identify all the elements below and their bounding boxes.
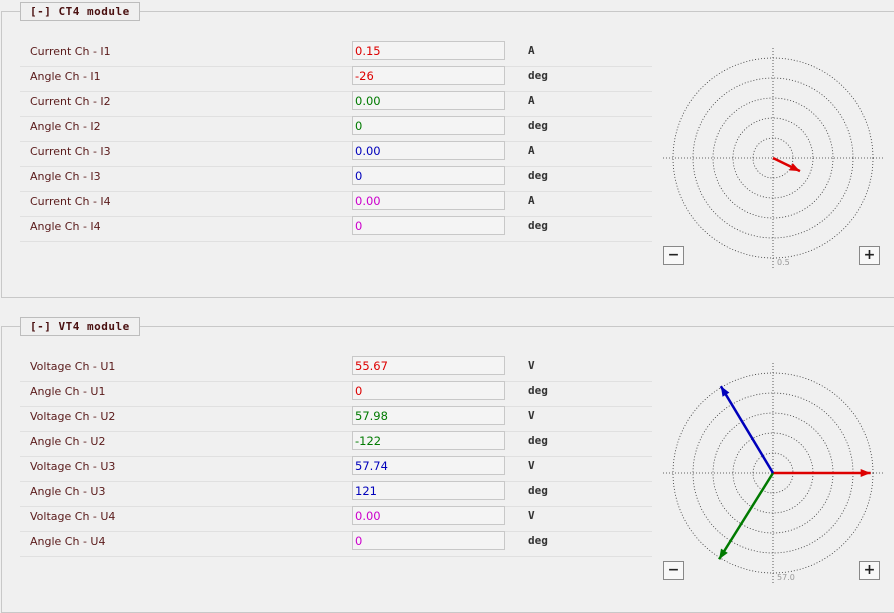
field-unit: V bbox=[528, 359, 535, 372]
field-value: -26 bbox=[352, 66, 505, 85]
module-panel bbox=[1, 11, 894, 298]
field-value: 0 bbox=[352, 116, 505, 135]
field-label: Current Ch - I1 bbox=[30, 45, 111, 58]
field-value: 0.00 bbox=[352, 191, 505, 210]
field-value: 0 bbox=[352, 381, 505, 400]
field-value: -122 bbox=[352, 431, 505, 450]
zoom-out-button[interactable]: − bbox=[663, 561, 684, 580]
field-unit: deg bbox=[528, 384, 548, 397]
phasor-plot bbox=[663, 48, 883, 268]
field-label: Voltage Ch - U1 bbox=[30, 360, 116, 373]
phasor-head bbox=[789, 163, 800, 172]
field-row: Angle Ch - U4 0 deg bbox=[20, 531, 652, 557]
field-row: Voltage Ch - U1 55.67 V bbox=[20, 356, 652, 382]
field-value: 55.67 bbox=[352, 356, 505, 375]
field-label: Current Ch - I3 bbox=[30, 145, 111, 158]
field-unit: A bbox=[528, 94, 535, 107]
field-row: Voltage Ch - U3 57.74 V bbox=[20, 456, 652, 482]
field-row: Current Ch - I3 0.00 A bbox=[20, 141, 652, 167]
field-row: Voltage Ch - U4 0.00 V bbox=[20, 506, 652, 532]
field-label: Angle Ch - U3 bbox=[30, 485, 106, 498]
field-label: Angle Ch - U1 bbox=[30, 385, 106, 398]
phasor-head bbox=[860, 469, 871, 477]
field-value: 0.00 bbox=[352, 506, 505, 525]
field-value: 0.15 bbox=[352, 41, 505, 60]
field-unit: deg bbox=[528, 169, 548, 182]
field-label: Angle Ch - I2 bbox=[30, 120, 101, 133]
field-unit: deg bbox=[528, 434, 548, 447]
field-row: Angle Ch - I4 0 deg bbox=[20, 216, 652, 242]
phasor-head bbox=[720, 386, 730, 397]
field-value: 57.74 bbox=[352, 456, 505, 475]
scale-label: 0.5 bbox=[777, 258, 790, 267]
field-unit: V bbox=[528, 459, 535, 472]
field-value: 0.00 bbox=[352, 141, 505, 160]
field-label: Angle Ch - U2 bbox=[30, 435, 106, 448]
field-unit: V bbox=[528, 409, 535, 422]
field-row: Angle Ch - I3 0 deg bbox=[20, 166, 652, 192]
field-row: Voltage Ch - U2 57.98 V bbox=[20, 406, 652, 432]
scale-label: 57.0 bbox=[777, 573, 795, 582]
field-label: Angle Ch - U4 bbox=[30, 535, 106, 548]
field-row: Angle Ch - I1 -26 deg bbox=[20, 66, 652, 92]
field-value: 57.98 bbox=[352, 406, 505, 425]
zoom-out-button[interactable]: − bbox=[663, 246, 684, 265]
field-label: Angle Ch - I1 bbox=[30, 70, 101, 83]
field-label: Angle Ch - I4 bbox=[30, 220, 101, 233]
field-unit: deg bbox=[528, 534, 548, 547]
field-unit: A bbox=[528, 44, 535, 57]
field-row: Angle Ch - U3 121 deg bbox=[20, 481, 652, 507]
field-unit: deg bbox=[528, 69, 548, 82]
field-value: 0.00 bbox=[352, 91, 505, 110]
field-value: 0 bbox=[352, 166, 505, 185]
phasor-plot bbox=[663, 363, 883, 583]
ring bbox=[712, 97, 834, 219]
phasor-head bbox=[719, 548, 728, 560]
field-row: Angle Ch - U2 -122 deg bbox=[20, 431, 652, 457]
field-label: Voltage Ch - U4 bbox=[30, 510, 116, 523]
field-unit: deg bbox=[528, 484, 548, 497]
field-label: Angle Ch - I3 bbox=[30, 170, 101, 183]
field-unit: A bbox=[528, 144, 535, 157]
ring bbox=[692, 77, 854, 239]
field-value: 0 bbox=[352, 531, 505, 550]
field-row: Current Ch - I1 0.15 A bbox=[20, 41, 652, 67]
field-unit: deg bbox=[528, 119, 548, 132]
module-title[interactable]: [-] CT4 module bbox=[20, 2, 140, 21]
field-label: Voltage Ch - U3 bbox=[30, 460, 116, 473]
field-unit: deg bbox=[528, 219, 548, 232]
zoom-in-button[interactable]: + bbox=[859, 246, 880, 265]
module-title[interactable]: [-] VT4 module bbox=[20, 317, 140, 336]
field-row: Angle Ch - I2 0 deg bbox=[20, 116, 652, 142]
field-label: Voltage Ch - U2 bbox=[30, 410, 116, 423]
phasor bbox=[719, 385, 775, 474]
zoom-in-button[interactable]: + bbox=[859, 561, 880, 580]
field-label: Current Ch - I2 bbox=[30, 95, 111, 108]
field-value: 121 bbox=[352, 481, 505, 500]
field-label: Current Ch - I4 bbox=[30, 195, 111, 208]
phasor bbox=[718, 472, 775, 560]
field-row: Current Ch - I4 0.00 A bbox=[20, 191, 652, 217]
field-row: Angle Ch - U1 0 deg bbox=[20, 381, 652, 407]
field-value: 0 bbox=[352, 216, 505, 235]
field-row: Current Ch - I2 0.00 A bbox=[20, 91, 652, 117]
field-unit: V bbox=[528, 509, 535, 522]
field-unit: A bbox=[528, 194, 535, 207]
